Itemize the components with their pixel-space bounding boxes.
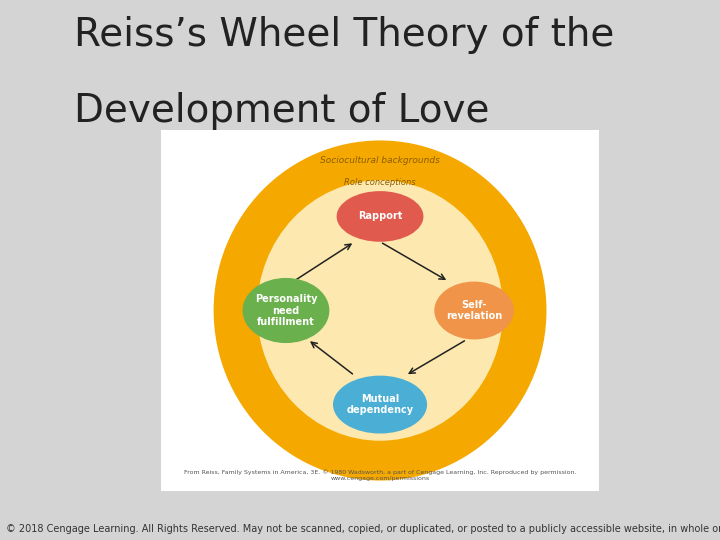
- Text: Sociocultural backgrounds: Sociocultural backgrounds: [320, 156, 440, 165]
- Text: Personality
need
fulfillment: Personality need fulfillment: [255, 294, 318, 327]
- Text: Role conceptions: Role conceptions: [344, 178, 416, 186]
- Text: Mutual
dependency: Mutual dependency: [346, 394, 413, 415]
- Ellipse shape: [243, 278, 329, 343]
- Ellipse shape: [214, 140, 546, 481]
- Text: Rapport: Rapport: [358, 212, 402, 221]
- Text: Reiss’s Wheel Theory of the: Reiss’s Wheel Theory of the: [73, 16, 614, 54]
- Text: From Reiss, Family Systems in America, 3E. © 1980 Wadsworth, a part of Cengage L: From Reiss, Family Systems in America, 3…: [184, 469, 576, 481]
- Text: Self-
revelation: Self- revelation: [446, 300, 503, 321]
- Ellipse shape: [257, 180, 503, 441]
- Text: Development of Love: Development of Love: [73, 92, 489, 130]
- FancyBboxPatch shape: [161, 130, 599, 491]
- Ellipse shape: [337, 191, 423, 242]
- Text: © 2018 Cengage Learning. All Rights Reserved. May not be scanned, copied, or dup: © 2018 Cengage Learning. All Rights Rese…: [6, 523, 720, 534]
- Ellipse shape: [333, 376, 427, 434]
- Ellipse shape: [434, 281, 514, 340]
